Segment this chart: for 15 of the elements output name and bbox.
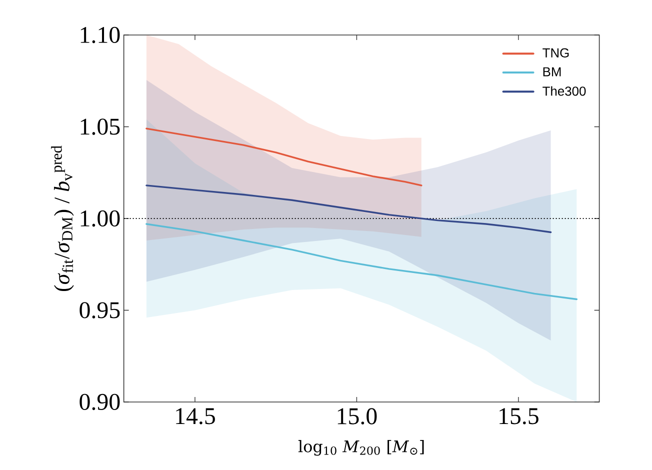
x-axis-title: log$_{10}$ M$_{200}$ [M$_{⊙}$] <box>298 440 424 456</box>
y-tick-label: 1.10 <box>80 26 120 44</box>
x-tick-label: 15.0 <box>338 408 377 424</box>
line-series <box>146 223 578 300</box>
legend-label: The300 <box>542 86 586 96</box>
legend-label: TNG <box>542 48 569 58</box>
y-tick-label: 0.95 <box>80 302 120 318</box>
legend-label: BM <box>543 67 561 76</box>
y-tick-label: 1.05 <box>80 118 120 135</box>
y-tick-label: 1.00 <box>80 210 120 227</box>
y-tick-label: 0.90 <box>80 394 120 410</box>
text: (σ$_{fit}$/σ$_{DM}$) / b$_{v}$pred <box>51 146 74 292</box>
x-tick-label: 15.5 <box>500 408 538 424</box>
x-tick-label: 14.5 <box>176 408 215 424</box>
line-series <box>146 184 552 234</box>
